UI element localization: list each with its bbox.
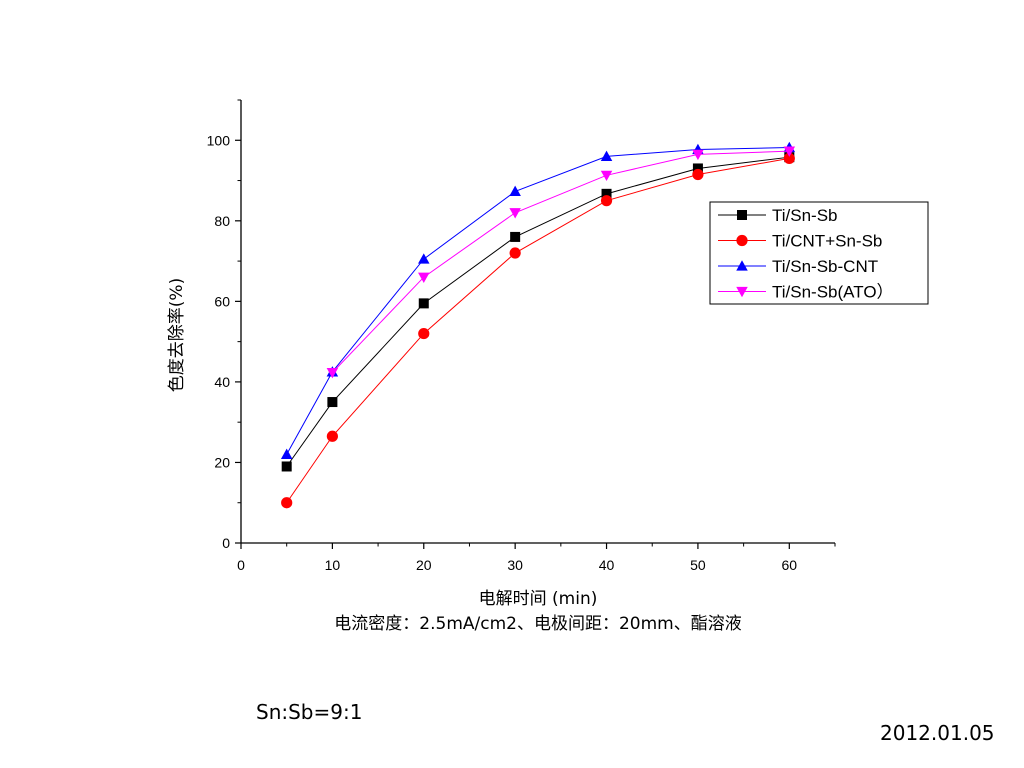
x-tick-label: 0 [237,557,245,573]
date-stamp: 2012.01.05 [880,721,995,745]
data-point [280,448,293,459]
data-point [509,185,521,197]
legend: Ti/Sn-Sb Ti/CNT+Sn-Sb Ti/Sn-Sb-CNT Ti/Sn-Sb… [709,201,929,305]
data-point [783,152,795,164]
x-tick-label: 60 [782,557,798,573]
x-tick-label: 40 [599,557,615,573]
data-point [281,497,293,509]
legend-label: Ti/Sn-Sb-CNT [772,257,878,276]
data-point [600,195,613,207]
legend-entry: Ti/Sn-Sb [718,206,838,225]
y-tick-label: 60 [214,293,230,309]
legend-entry: Ti/Sn-Sb(ATO） [718,283,894,302]
legend-marker [736,260,748,271]
x-axis-title: 电解时间 (min) [479,589,598,609]
y-tick-label: 100 [207,132,231,148]
data-point [600,170,613,182]
data-point [418,298,429,309]
y-tick-label: 20 [214,454,230,470]
data-point [692,168,704,181]
series-3 [326,146,796,379]
data-point [509,247,521,259]
data-point [601,188,612,199]
series-line [332,150,790,373]
legend-marker [736,234,748,247]
legend-label: Ti/Sn-Sb [772,206,838,225]
data-point [326,430,338,442]
data-point [281,461,292,472]
data-point [783,146,796,157]
data-point [509,208,521,219]
series-1 [281,152,795,509]
x-tick-label: 20 [416,557,432,573]
legend-entry: Ti/Sn-Sb-CNT [718,257,878,276]
legend-label: Ti/Sn-Sb(ATO） [772,283,894,302]
y-axis-title: 色度去除率(%) [167,278,187,392]
series-0 [281,152,795,472]
x-tick-label: 10 [325,557,341,573]
y-tick-label: 0 [222,535,230,551]
x-tick-label: 50 [690,557,706,573]
legend-marker [737,210,747,220]
data-point [326,368,339,379]
axes: 0 10 20 30 40 50 60 0 20 40 60 80 100 [207,99,836,573]
data-point [510,231,521,242]
chart-subtitle: 电流密度：2.5mA/cm2、电极间距：20mm、酯溶液 [334,614,741,634]
data-point [692,149,704,161]
data-point [418,253,430,264]
data-point [692,163,703,174]
data-point [418,327,430,340]
ratio-note: Sn:Sb=9:1 [256,700,363,724]
x-tick-label: 30 [507,557,523,573]
data-point [327,397,338,408]
data-point [418,272,430,283]
legend-entry: Ti/CNT+Sn-Sb [718,232,882,251]
series-layer [280,141,796,509]
legend-marker [736,286,748,298]
y-tick-label: 40 [214,374,230,390]
legend-label: Ti/CNT+Sn-Sb [772,232,882,251]
y-tick-label: 80 [214,213,230,229]
data-point [600,150,613,161]
